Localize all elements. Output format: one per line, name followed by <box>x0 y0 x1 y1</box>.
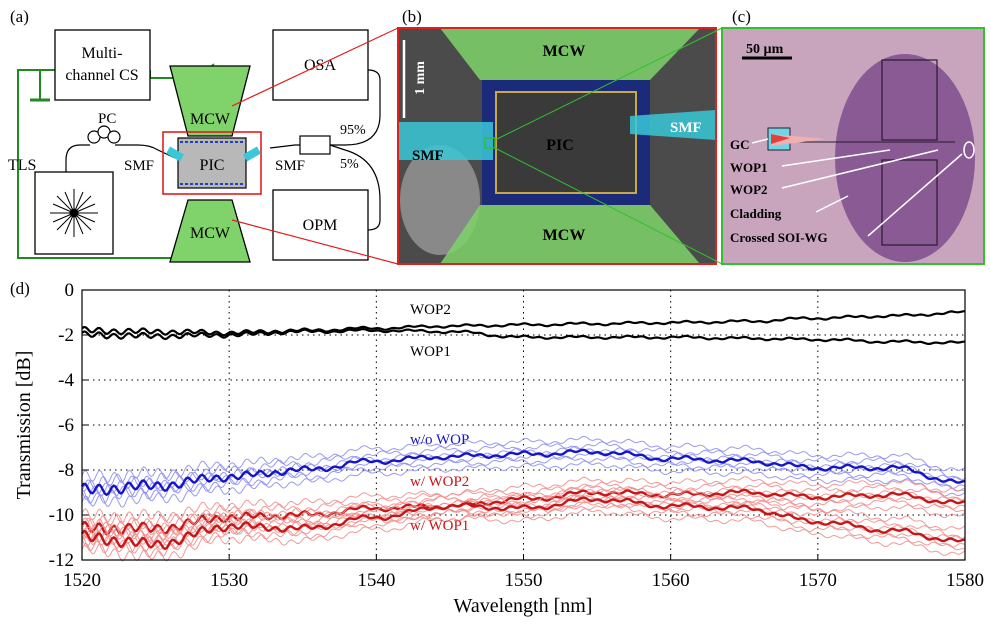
photo-chip-circuit <box>495 91 637 194</box>
zoom-line-top <box>231 27 399 107</box>
scale-label-1mm: 1 mm <box>413 61 428 95</box>
panel-label-d: (d) <box>10 279 30 298</box>
y-tick-label: -10 <box>49 505 74 526</box>
photo-c-frame <box>721 27 985 265</box>
series-line-wop1 <box>81 327 966 345</box>
panel-label-a: (a) <box>10 7 29 26</box>
series-trace-w-o-wop <box>81 435 966 484</box>
pic-chip <box>177 137 247 189</box>
y-tick-label: -6 <box>58 415 74 436</box>
series-line-w-o-wop <box>81 448 966 497</box>
panel-b-photo: (b) 1 mm MCW MCW PIC SMF SMF <box>397 7 723 265</box>
wop2-label: WOP2 <box>730 182 768 197</box>
crossing-marker <box>963 141 975 159</box>
smf-right-label: SMF <box>275 158 305 174</box>
series-label-wop1: WOP1 <box>410 344 451 360</box>
current-source-box <box>54 29 151 101</box>
gc-label: GC <box>730 137 750 152</box>
smf-left-label: SMF <box>124 158 154 174</box>
series-label-without-wop: w/o WOP <box>410 432 469 448</box>
opm-label: OPM <box>303 217 338 234</box>
photo-smf-right <box>630 110 716 140</box>
zoom-line-bottom <box>231 219 399 265</box>
callout-lines <box>751 138 963 237</box>
x-tick-label: 1550 <box>505 570 543 591</box>
current-source-label-2: channel CS <box>65 67 138 84</box>
chart-grid <box>82 290 965 560</box>
fiber-glare <box>400 145 480 255</box>
photo-smf-left <box>398 122 493 160</box>
y-tick-label: -4 <box>58 370 74 391</box>
photo-smf-right-label: SMF <box>670 120 702 136</box>
zoom-marker-c <box>484 137 496 149</box>
zoom-line-c-bottom <box>494 147 723 265</box>
x-tick-label: 1570 <box>799 570 837 591</box>
split-5-label: 5% <box>340 157 359 172</box>
y-tick-label: -8 <box>58 460 74 481</box>
x-tick-label: 1580 <box>946 570 984 591</box>
wop1-label: WOP1 <box>730 160 768 175</box>
series-trace-w-wop2 <box>81 476 966 524</box>
series-trace-w-wop1 <box>81 483 966 538</box>
panel-label-c: (c) <box>732 7 751 26</box>
mcw-top-probe <box>169 65 251 137</box>
device-block-top <box>881 59 938 141</box>
polarization-controller-icon <box>87 125 121 144</box>
smf-right-tip <box>243 146 261 162</box>
series-label-wop2: WOP2 <box>410 302 451 318</box>
tls-label: TLS <box>8 157 36 174</box>
chart-plot-frame <box>81 289 966 561</box>
series-line-w-wop2 <box>81 488 966 536</box>
x-tick-label: 1520 <box>63 570 101 591</box>
photo-mcw-top <box>440 28 700 80</box>
fiber-paths <box>65 69 381 231</box>
x-axis-label: Wavelength [nm] <box>454 595 593 617</box>
coupler-box <box>299 135 331 155</box>
panel-label-b: (b) <box>402 7 422 26</box>
series-trace-w-wop1 <box>81 508 966 562</box>
split-95-label: 95% <box>340 123 366 138</box>
zoom-line-c-top <box>494 27 723 141</box>
current-source-label-1: Multi- <box>82 45 123 62</box>
panel-a-schematic: (a) 15 15 Multi- channel CS OSA OPM <box>8 7 399 266</box>
x-tick-label: 1540 <box>357 570 395 591</box>
mcw-top-label: MCW <box>190 111 231 128</box>
chart-ticks: 1520 1530 1540 1550 1560 1570 1580 0 -2 -4 -6 -8 -10… <box>49 280 984 591</box>
laser-starburst-icon <box>50 189 98 237</box>
gc-light-core <box>771 134 790 144</box>
scale-label-50um: 50 µm <box>746 42 784 57</box>
y-tick-label: 0 <box>65 280 75 301</box>
chart-series <box>81 310 966 562</box>
mcw-bottom-probe <box>169 199 251 263</box>
y-axis-label: Transmission [dB] <box>13 351 35 500</box>
y-tick-label: -2 <box>58 325 74 346</box>
device-block-bottom <box>881 159 938 246</box>
y-tick-label: -12 <box>49 550 74 571</box>
x-tick-label: 1530 <box>210 570 248 591</box>
series-trace-w-o-wop <box>81 460 966 508</box>
mcw-bottom-label: MCW <box>190 225 231 242</box>
crossed-waveguide-label: Crossed SOI-WG <box>730 230 828 245</box>
photo-pic-label: PIC <box>546 137 574 154</box>
photo-mcw-top-label: MCW <box>543 43 586 60</box>
pic-highlight-frame <box>162 131 262 195</box>
series-label-with-wop2: w/ WOP2 <box>410 474 469 490</box>
photo-smf-left-label: SMF <box>412 148 444 164</box>
pc-label: PC <box>98 111 116 127</box>
pic-label: PIC <box>200 157 225 174</box>
photo-mcw-bottom-label: MCW <box>543 227 586 244</box>
smf-left-tip <box>166 146 184 162</box>
series-line-w-wop1 <box>81 496 966 551</box>
series-label-with-wop1: w/ WOP1 <box>410 518 469 534</box>
series-trace-w-wop2 <box>81 500 966 549</box>
x-tick-label: 1560 <box>652 570 690 591</box>
series-line-wop2 <box>81 310 966 337</box>
cladding-label: Cladding <box>730 206 782 221</box>
panel-c-microscope: (c) 50 µm GC WOP1 WOP2 Cladding Crossed … <box>721 7 985 265</box>
panel-d-chart: (d) 1520 1530 1540 1550 1560 1570 1580 0 -2 -4 -6 -… <box>10 279 984 617</box>
opm-box <box>272 189 369 261</box>
photo-b-frame <box>397 27 717 265</box>
